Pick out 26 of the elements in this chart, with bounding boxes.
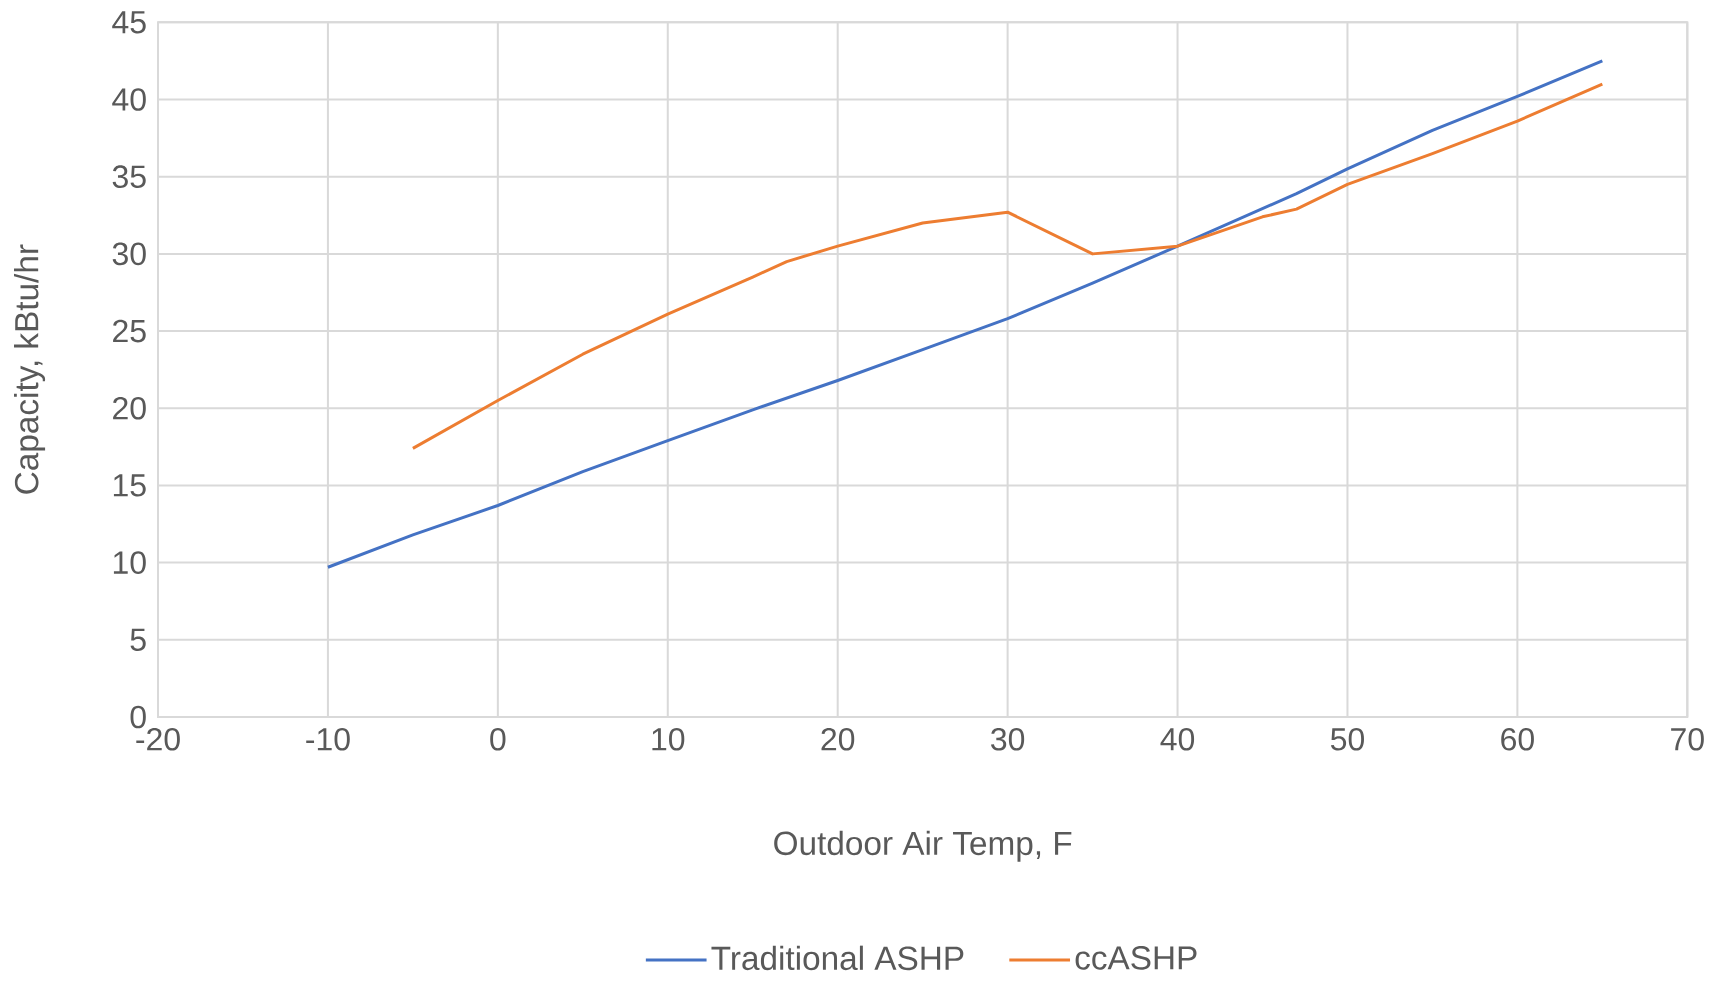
y-tick-label: 15 (113, 474, 146, 497)
x-tick-label: -10 (306, 727, 350, 751)
y-tick-label: 10 (113, 551, 146, 574)
line-series (411, 82, 1604, 450)
y-tick-label: 20 (113, 396, 146, 420)
x-tick-label: 30 (991, 727, 1025, 751)
x-tick-label: 50 (1330, 727, 1364, 751)
legend-label: Traditional ASHP (711, 945, 964, 971)
y-tick-label: 45 (112, 11, 146, 34)
line-series (326, 59, 1604, 569)
y-tick-label: 25 (113, 319, 146, 343)
x-tick-label: 10 (652, 727, 685, 751)
y-tick-label: 0 (130, 705, 146, 729)
y-tick-label: 5 (130, 628, 146, 651)
x-tick-label: 60 (1501, 727, 1534, 751)
y-tick-label: 30 (112, 242, 146, 266)
x-tick-label: 0 (490, 727, 506, 751)
x-tick-label: 40 (1160, 727, 1195, 751)
x-tick-label: 70 (1671, 727, 1704, 751)
legend-label: ccASHP (1075, 946, 1197, 970)
y-tick-label: 40 (112, 88, 146, 111)
x-tick-label: 20 (821, 727, 855, 751)
y-tick-label: 35 (112, 165, 146, 189)
y-axis-title: Capacity, kBtu/hr (14, 244, 46, 494)
x-tick-label: -20 (136, 727, 180, 751)
x-axis-title: Outdoor Air Temp, F (774, 830, 1072, 862)
